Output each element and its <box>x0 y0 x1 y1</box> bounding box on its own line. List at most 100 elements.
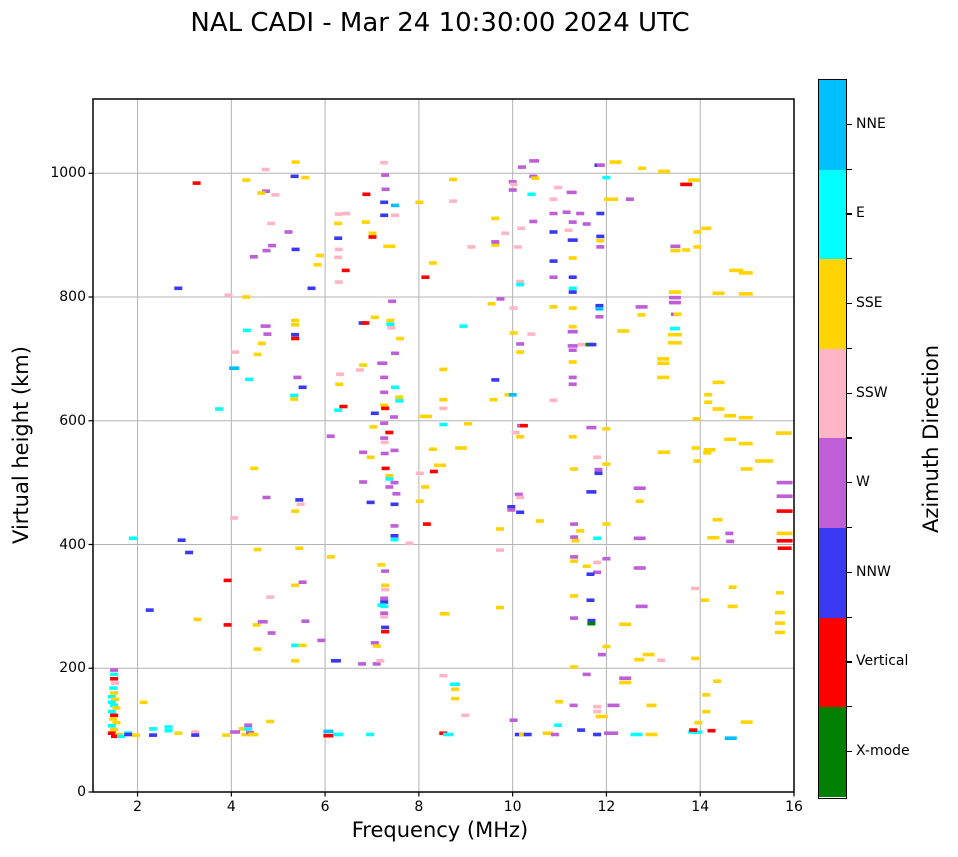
y-axis-label: Virtual height (km) <box>9 346 33 544</box>
data-point-NNW <box>595 303 604 308</box>
data-point-E <box>450 682 460 687</box>
data-point-SSE <box>326 555 335 559</box>
data-point-SSW <box>501 231 510 236</box>
data-point-SSE <box>693 459 702 463</box>
data-point-E <box>366 732 375 737</box>
data-point-SSE <box>740 720 753 724</box>
data-point-SSE <box>313 263 322 267</box>
plot-canvas <box>88 98 795 797</box>
data-point-W <box>514 492 523 497</box>
colorbar-axis-label: Azimuth Direction <box>919 344 943 534</box>
data-point-SSW <box>381 587 390 592</box>
data-point-NNW <box>586 572 595 576</box>
data-point-Vertical <box>362 192 371 197</box>
data-point-SSE <box>455 446 468 450</box>
data-point-Vertical <box>429 469 438 474</box>
data-point-Vertical <box>381 629 390 634</box>
data-point-SSW <box>467 245 476 249</box>
data-point-SSE <box>301 175 310 180</box>
data-point-SSW <box>230 516 239 520</box>
data-point-SSW <box>511 430 520 435</box>
data-point-SSE <box>487 302 496 306</box>
data-point-NNW <box>567 238 578 242</box>
data-point-SSE <box>372 644 381 648</box>
data-point-SSE <box>602 462 611 466</box>
colorbar-tick <box>847 661 852 663</box>
data-point-W <box>633 486 646 490</box>
data-point-SSW <box>657 658 666 662</box>
data-point-SSE <box>193 617 202 622</box>
y-tick-label: 1000 <box>50 165 86 182</box>
data-point-SSE <box>568 435 577 439</box>
x-tick-label: 12 <box>597 799 616 815</box>
data-point-SSE <box>250 732 259 737</box>
x-tick-label: 14 <box>691 799 710 815</box>
data-point-W <box>298 580 307 584</box>
data-point-SSE <box>570 665 579 669</box>
data-point-NNW <box>380 600 389 604</box>
data-point-SSW <box>355 368 364 372</box>
data-point-SSE <box>415 200 424 205</box>
data-point-NNW <box>380 213 389 218</box>
data-point-SSE <box>421 485 429 489</box>
data-point-SSE <box>238 727 247 731</box>
colorbar-tick <box>847 392 852 394</box>
data-point-W <box>568 348 577 352</box>
data-point-SSW <box>224 293 233 297</box>
data-point-SSE <box>381 583 390 588</box>
data-point-SSE <box>712 517 723 522</box>
data-point-E <box>554 723 563 727</box>
data-point-SSE <box>509 331 518 335</box>
data-point-NNE <box>391 203 399 208</box>
colorbar-label-NNW: NNW <box>856 563 891 580</box>
data-point-W <box>776 480 793 485</box>
data-point-W <box>390 448 399 453</box>
data-point-SSE <box>645 732 658 737</box>
data-point-NNW <box>593 732 602 737</box>
data-point-W <box>390 480 399 485</box>
data-point-W <box>776 494 793 498</box>
data-point-Vertical <box>381 466 390 471</box>
data-point-W <box>635 305 648 309</box>
data-point-NNW <box>514 732 523 737</box>
data-point-Vertical <box>776 539 793 543</box>
data-point-SSE <box>775 591 784 595</box>
data-point-E <box>385 477 394 481</box>
data-point-W <box>549 211 558 216</box>
data-point-SSE <box>568 360 577 364</box>
data-point-NNW <box>291 332 300 337</box>
data-point-NNW <box>380 200 389 205</box>
data-point-W <box>668 295 681 300</box>
data-point-W <box>381 173 390 177</box>
data-point-W <box>262 495 271 500</box>
colorbar-band-SSW <box>819 348 846 439</box>
data-point-SSE <box>657 375 670 380</box>
colorbar-tick <box>847 616 852 618</box>
data-point-SSW <box>336 372 345 377</box>
data-point-NNW <box>516 510 525 515</box>
data-point-SSE <box>702 693 711 697</box>
data-point-SSE <box>688 178 701 182</box>
data-point-SSE <box>291 659 300 663</box>
data-point-NNW <box>523 732 532 737</box>
data-point-W <box>230 730 241 734</box>
colorbar-tick <box>847 347 852 350</box>
data-point-W <box>529 174 538 179</box>
data-point-NNW <box>177 538 186 542</box>
data-point-W <box>570 616 579 620</box>
data-point-E <box>334 408 343 412</box>
data-point-Vertical <box>110 713 119 718</box>
data-point-E <box>390 537 399 542</box>
data-point-SSE <box>658 450 671 455</box>
data-point-SSE <box>252 623 261 627</box>
data-point-SSE <box>619 680 632 685</box>
data-point-SSE <box>385 474 394 478</box>
data-point-SSW <box>376 659 385 663</box>
data-point-Vertical <box>689 728 698 732</box>
data-point-SSE <box>428 261 437 265</box>
data-point-SSE <box>702 709 711 714</box>
data-point-Vertical <box>291 336 300 341</box>
data-point-SSE <box>729 268 744 273</box>
data-point-SSE <box>738 271 753 275</box>
